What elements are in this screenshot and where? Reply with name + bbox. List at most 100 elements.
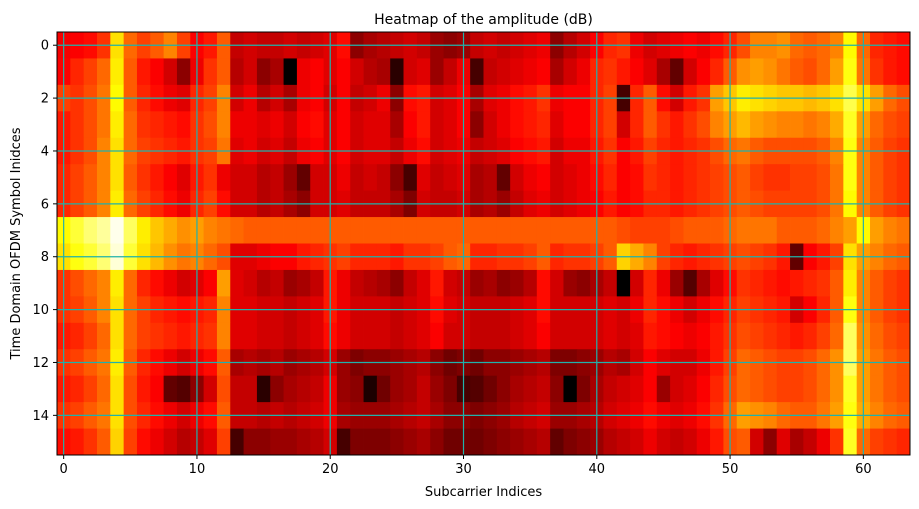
heatmap-cell xyxy=(616,322,631,350)
heatmap-cell xyxy=(643,269,658,297)
heatmap-cell xyxy=(750,111,764,139)
heatmap-cell xyxy=(696,322,711,350)
heatmap-cell xyxy=(243,375,258,403)
heatmap-cell xyxy=(510,375,524,403)
heatmap-cell xyxy=(536,58,551,86)
heatmap-cell xyxy=(243,322,258,350)
heatmap-cell xyxy=(310,58,324,86)
heatmap-cell xyxy=(696,58,711,86)
heatmap-cell xyxy=(70,164,85,192)
heatmap-cell xyxy=(550,428,564,456)
heatmap-cell xyxy=(470,164,484,192)
heatmap-cell xyxy=(870,217,884,244)
heatmap-cell xyxy=(883,217,898,244)
heatmap-cell xyxy=(216,111,231,139)
heatmap-cell xyxy=(243,111,258,139)
heatmap-cell xyxy=(483,164,498,192)
heatmap-cell xyxy=(310,164,324,192)
heatmap-cell xyxy=(176,111,191,139)
heatmap-cell xyxy=(176,375,191,403)
heatmap-cell xyxy=(176,322,191,350)
heatmap-cell xyxy=(563,217,578,244)
heatmap-cell xyxy=(803,164,818,192)
heatmap-cell xyxy=(736,428,751,456)
heatmap-cell xyxy=(390,428,404,456)
heatmap-cell xyxy=(803,217,818,244)
heatmap-cell xyxy=(803,269,818,297)
heatmap-cell xyxy=(670,111,684,139)
heatmap-cell xyxy=(363,58,378,86)
y-axis-ticks: 0 2 4 6 8 10 12 14 xyxy=(32,39,57,424)
heatmap-cell xyxy=(70,217,85,244)
heatmap-cell xyxy=(70,322,85,350)
heatmap-cell xyxy=(416,164,431,192)
heatmap-cell xyxy=(110,269,125,297)
heatmap-cell xyxy=(803,58,818,86)
heatmap-cell xyxy=(96,322,111,350)
heatmap-cell xyxy=(443,428,458,456)
heatmap-cell xyxy=(870,322,884,350)
heatmap-cell xyxy=(403,217,418,244)
heatmap-cell xyxy=(470,217,484,244)
heatmap-cell xyxy=(430,164,444,192)
heatmap-cell xyxy=(576,322,591,350)
heatmap-cell xyxy=(750,269,764,297)
heatmap-cell xyxy=(630,111,644,139)
x-tick-label: 0 xyxy=(60,462,68,477)
heatmap-cell xyxy=(136,111,151,139)
heatmap-cell xyxy=(870,111,884,139)
heatmap-cell xyxy=(790,164,804,192)
heatmap-cell xyxy=(816,375,831,403)
heatmap-cell xyxy=(830,217,844,244)
heatmap-cell xyxy=(430,217,444,244)
heatmap-cell xyxy=(203,428,218,456)
heatmap-cell xyxy=(750,428,764,456)
heatmap-cell xyxy=(216,164,231,192)
heatmap-cell xyxy=(843,269,858,297)
heatmap-cell xyxy=(536,111,551,139)
heatmap-cell xyxy=(283,375,298,403)
heatmap-cell xyxy=(643,322,658,350)
heatmap-cell xyxy=(163,428,178,456)
heatmap-cell xyxy=(763,428,778,456)
heatmap-cell xyxy=(256,428,271,456)
heatmap-cell xyxy=(416,111,431,139)
heatmap-cell xyxy=(576,217,591,244)
heatmap-cell xyxy=(150,322,165,350)
heatmap-cell xyxy=(896,428,911,456)
heatmap-cell xyxy=(256,375,271,403)
heatmap-cell xyxy=(243,58,258,86)
heatmap-cell xyxy=(816,269,831,297)
heatmap-cell xyxy=(443,322,458,350)
heatmap-cell xyxy=(230,111,244,139)
heatmap-cell xyxy=(683,428,698,456)
y-tick-label: 0 xyxy=(41,39,49,54)
heatmap-cell xyxy=(430,322,444,350)
heatmap-cell xyxy=(670,375,684,403)
heatmap-cell xyxy=(883,322,898,350)
y-tick-label: 14 xyxy=(32,409,49,424)
heatmap-cell xyxy=(150,269,165,297)
heatmap-cell xyxy=(296,217,311,244)
heatmap-cell xyxy=(123,164,138,192)
heatmap-cell xyxy=(683,269,698,297)
heatmap-cell xyxy=(376,164,391,192)
heatmap-cell xyxy=(670,217,684,244)
heatmap-cell xyxy=(350,269,364,297)
heatmap-cell xyxy=(390,111,404,139)
heatmap-cell xyxy=(416,58,431,86)
heatmap-cell xyxy=(483,217,498,244)
heatmap-cell xyxy=(670,428,684,456)
heatmap-cell xyxy=(283,217,298,244)
heatmap-cell xyxy=(830,111,844,139)
heatmap-cell xyxy=(336,164,351,192)
heatmap-cell xyxy=(630,428,644,456)
heatmap-cell xyxy=(96,164,111,192)
heatmap-cell xyxy=(510,269,524,297)
heatmap-cell xyxy=(443,164,458,192)
heatmap-cell xyxy=(870,58,884,86)
heatmap-cell xyxy=(643,375,658,403)
heatmap-cell xyxy=(843,217,858,244)
heatmap-cell xyxy=(296,428,311,456)
heatmap-cell xyxy=(256,217,271,244)
